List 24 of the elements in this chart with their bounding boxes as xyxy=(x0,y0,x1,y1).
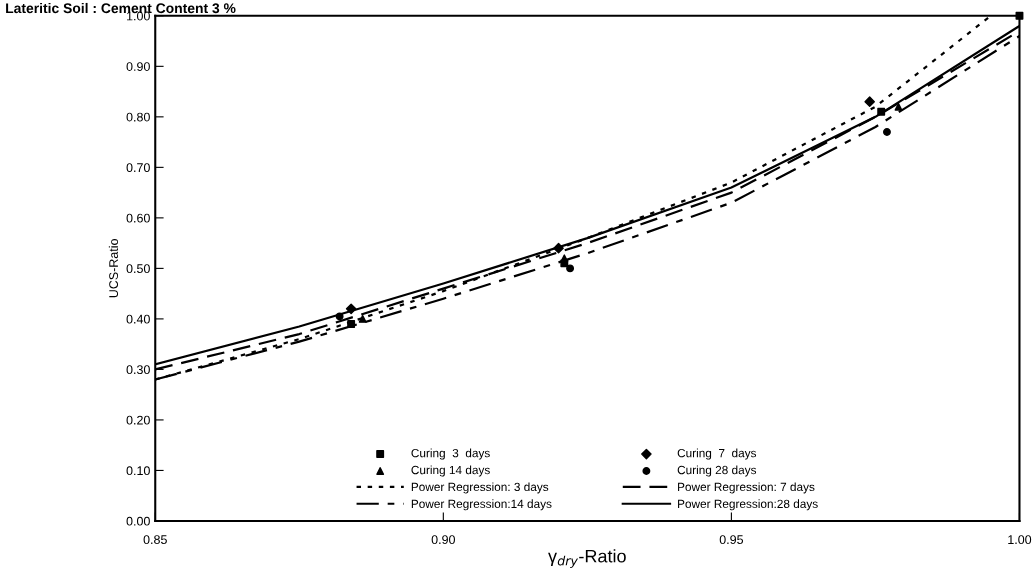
x-tick-label: 0.85 xyxy=(143,535,167,545)
legend-label: Curing 14 days xyxy=(411,465,490,477)
y-tick-label: 0.90 xyxy=(126,62,150,71)
legend-label: Power Regression: 3 days xyxy=(411,482,549,494)
legend-label: Power Regression: 7 days xyxy=(678,482,815,494)
y-tick-label: 0.20 xyxy=(126,415,150,425)
x-tick-label: 0.95 xyxy=(719,535,744,545)
y-tick-label: 0.30 xyxy=(126,365,150,375)
y-tick-label: 0.50 xyxy=(126,264,150,274)
x-tick-label: 1.00 xyxy=(1008,535,1032,545)
y-tick-label: 0.60 xyxy=(126,213,150,223)
y-tick-label: 0.40 xyxy=(126,314,150,324)
legend-label: Power Regression:14 days xyxy=(411,499,552,511)
y-tick-label: 0.80 xyxy=(126,112,150,122)
x-axis-title: γ$_{dry}$-Ratio xyxy=(548,549,626,568)
y-tick-label: 0.00 xyxy=(126,516,150,526)
x-tick-label: 0.90 xyxy=(431,535,455,545)
legend-label: Power Regression:28 days xyxy=(678,499,818,511)
y-tick-label: 0.70 xyxy=(126,163,150,173)
legend-label: Curing 7 days xyxy=(677,448,757,460)
legend-label: Curing 3 days xyxy=(411,448,490,460)
y-tick-label: 0.10 xyxy=(126,466,150,476)
legend-label: Curing 28 days xyxy=(677,465,757,477)
y-axis-title: UCS-Ratio xyxy=(108,239,119,298)
